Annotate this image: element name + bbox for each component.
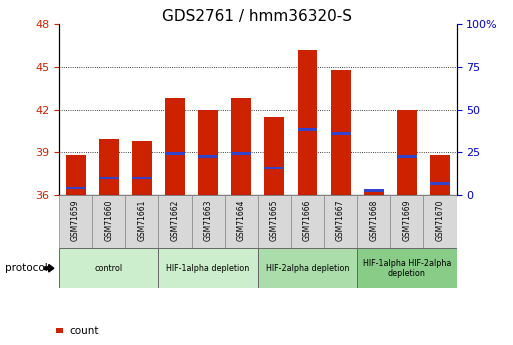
Text: count: count <box>69 326 99 336</box>
Bar <box>331 70 350 195</box>
Bar <box>264 167 284 169</box>
Bar <box>225 195 258 248</box>
Text: HIF-1alpha HIF-2alpha
depletion: HIF-1alpha HIF-2alpha depletion <box>363 258 451 278</box>
Bar <box>231 98 251 195</box>
Text: GSM71665: GSM71665 <box>270 199 279 241</box>
Bar <box>331 132 350 135</box>
Bar <box>66 155 86 195</box>
Text: GSM71662: GSM71662 <box>170 199 180 240</box>
Bar <box>198 155 218 158</box>
Bar <box>264 117 284 195</box>
Text: GSM71668: GSM71668 <box>369 199 378 240</box>
Bar <box>430 155 450 195</box>
Bar <box>357 248 457 288</box>
Bar <box>198 110 218 195</box>
Text: HIF-2alpha depletion: HIF-2alpha depletion <box>266 264 349 273</box>
Text: GSM71664: GSM71664 <box>236 199 246 241</box>
Bar <box>59 248 159 288</box>
Bar <box>159 195 191 248</box>
Bar <box>159 248 258 288</box>
Text: HIF-1alpha depletion: HIF-1alpha depletion <box>166 264 250 273</box>
Bar <box>165 152 185 155</box>
Bar <box>258 195 291 248</box>
Bar <box>397 155 417 158</box>
Bar <box>165 98 185 195</box>
Bar <box>291 195 324 248</box>
Bar <box>298 50 318 195</box>
Text: GDS2761 / hmm36320-S: GDS2761 / hmm36320-S <box>162 9 351 23</box>
Text: GSM71661: GSM71661 <box>137 199 146 240</box>
Bar <box>191 195 225 248</box>
Bar <box>390 195 423 248</box>
Text: GSM71660: GSM71660 <box>104 199 113 241</box>
Bar <box>132 141 152 195</box>
Text: GSM71667: GSM71667 <box>336 199 345 241</box>
Bar <box>324 195 357 248</box>
Bar <box>98 139 119 195</box>
Bar <box>66 187 86 189</box>
Text: GSM71666: GSM71666 <box>303 199 312 241</box>
Text: protocol: protocol <box>5 263 48 273</box>
Bar <box>397 110 417 195</box>
Bar <box>231 152 251 155</box>
Text: GSM71669: GSM71669 <box>402 199 411 241</box>
Bar <box>258 248 357 288</box>
Text: GSM71659: GSM71659 <box>71 199 80 241</box>
Bar <box>423 195 457 248</box>
Bar <box>364 189 384 195</box>
Text: control: control <box>94 264 123 273</box>
Bar <box>98 177 119 179</box>
Bar <box>364 189 384 192</box>
Bar <box>92 195 125 248</box>
Bar <box>298 128 318 131</box>
Bar <box>430 182 450 185</box>
Bar <box>125 195 159 248</box>
Bar <box>59 195 92 248</box>
Text: GSM71670: GSM71670 <box>436 199 444 241</box>
Bar <box>132 177 152 179</box>
Bar <box>357 195 390 248</box>
Text: GSM71663: GSM71663 <box>204 199 212 241</box>
